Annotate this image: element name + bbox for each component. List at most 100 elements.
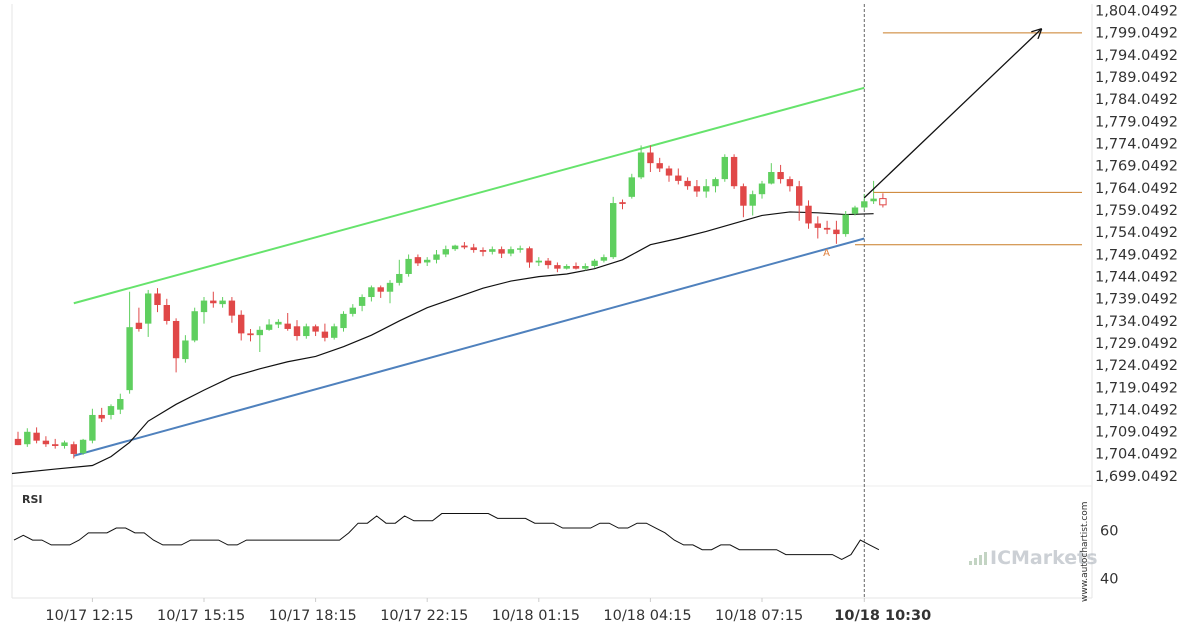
candle	[210, 291, 217, 308]
candle-body	[98, 414, 105, 419]
x-tick-label: 10/18 10:30	[834, 608, 931, 624]
candle-body	[851, 207, 859, 214]
y-tick-label: 1,744.0492	[1095, 269, 1178, 285]
candle-body	[377, 287, 384, 292]
candle-body	[14, 438, 22, 446]
candle	[433, 250, 440, 264]
candle	[749, 190, 756, 216]
candle	[349, 304, 356, 317]
candle	[107, 404, 115, 420]
x-tick-label: 10/17 18:15	[269, 608, 357, 624]
candle	[424, 257, 431, 267]
candle-body	[396, 273, 403, 283]
candle-body	[740, 186, 747, 206]
candle	[610, 196, 617, 259]
candle-body	[303, 326, 310, 337]
candle	[42, 436, 50, 447]
candle-body	[405, 258, 412, 274]
candle-body	[721, 156, 728, 180]
candle	[52, 438, 59, 449]
candle-body	[135, 322, 143, 329]
candle-body	[814, 223, 821, 228]
candle	[647, 145, 654, 173]
candle-body	[182, 340, 189, 360]
candle-body	[535, 260, 542, 263]
candle	[665, 165, 673, 182]
vertical-site-text: www.autochartist.com	[1080, 501, 1090, 602]
point-label: A	[823, 248, 830, 259]
candle	[721, 154, 728, 182]
x-tick-label: 10/17 12:15	[45, 608, 133, 624]
x-tick-label: 10/18 04:15	[603, 608, 691, 624]
candle	[535, 257, 542, 267]
candle-body	[89, 414, 96, 441]
candle	[768, 163, 775, 185]
candle-body	[172, 320, 180, 359]
y-tick-label: 1,704.0492	[1095, 447, 1178, 463]
candle	[256, 326, 263, 353]
candle-body	[489, 249, 496, 252]
candle	[312, 324, 319, 337]
candle-body	[693, 186, 701, 192]
candle-body	[210, 300, 217, 304]
candle	[98, 407, 105, 423]
candle	[479, 247, 487, 257]
candle	[358, 294, 366, 312]
candle	[284, 312, 291, 331]
candle-body	[368, 287, 375, 298]
candle	[879, 193, 887, 208]
candle-body	[256, 329, 263, 336]
candle	[572, 262, 580, 270]
candle	[805, 200, 812, 229]
candle	[712, 177, 719, 193]
y-tick-label: 1,789.0492	[1095, 70, 1178, 86]
y-tick-label: 1,799.0492	[1095, 26, 1178, 42]
candle	[703, 179, 710, 198]
candle	[498, 246, 505, 259]
candle	[591, 258, 598, 268]
candle	[89, 408, 96, 444]
candle-body	[358, 297, 366, 306]
candle-body	[544, 260, 552, 266]
candle-body	[424, 259, 431, 263]
candle-body	[117, 398, 124, 410]
candle	[117, 393, 124, 415]
candle-body	[507, 249, 515, 254]
candle	[693, 179, 701, 197]
brand-logo-icon	[984, 552, 987, 565]
candle-body	[293, 326, 301, 337]
candle	[619, 199, 626, 210]
y-tick-label: 1,719.0492	[1095, 380, 1178, 396]
candle-body	[637, 152, 645, 178]
y-tick-label: 1,784.0492	[1095, 92, 1178, 108]
candle-body	[107, 406, 115, 415]
candle	[396, 259, 403, 286]
candle-body	[675, 175, 682, 181]
candle-body	[665, 168, 673, 176]
brand-logo-icon	[974, 558, 977, 565]
candle-body	[340, 313, 347, 329]
candle	[758, 180, 766, 199]
y-tick-label: 1,714.0492	[1095, 402, 1178, 418]
candle	[200, 297, 208, 324]
candle-body	[52, 444, 59, 446]
candle	[730, 154, 738, 189]
candle	[526, 246, 533, 268]
candle-body	[656, 163, 663, 169]
y-tick-label: 1,749.0492	[1095, 247, 1178, 263]
candle-body	[386, 282, 394, 292]
candle	[442, 245, 449, 258]
candle-body	[786, 179, 794, 187]
candle-body	[238, 314, 245, 334]
candle-body	[777, 172, 784, 180]
candle-body	[163, 305, 170, 321]
candle-body	[461, 245, 468, 248]
candle	[154, 288, 161, 313]
candle	[414, 254, 422, 267]
candle-body	[42, 440, 50, 445]
candle	[461, 242, 468, 250]
candle	[172, 318, 180, 373]
candle-body	[730, 156, 738, 187]
candle-body	[842, 214, 849, 235]
